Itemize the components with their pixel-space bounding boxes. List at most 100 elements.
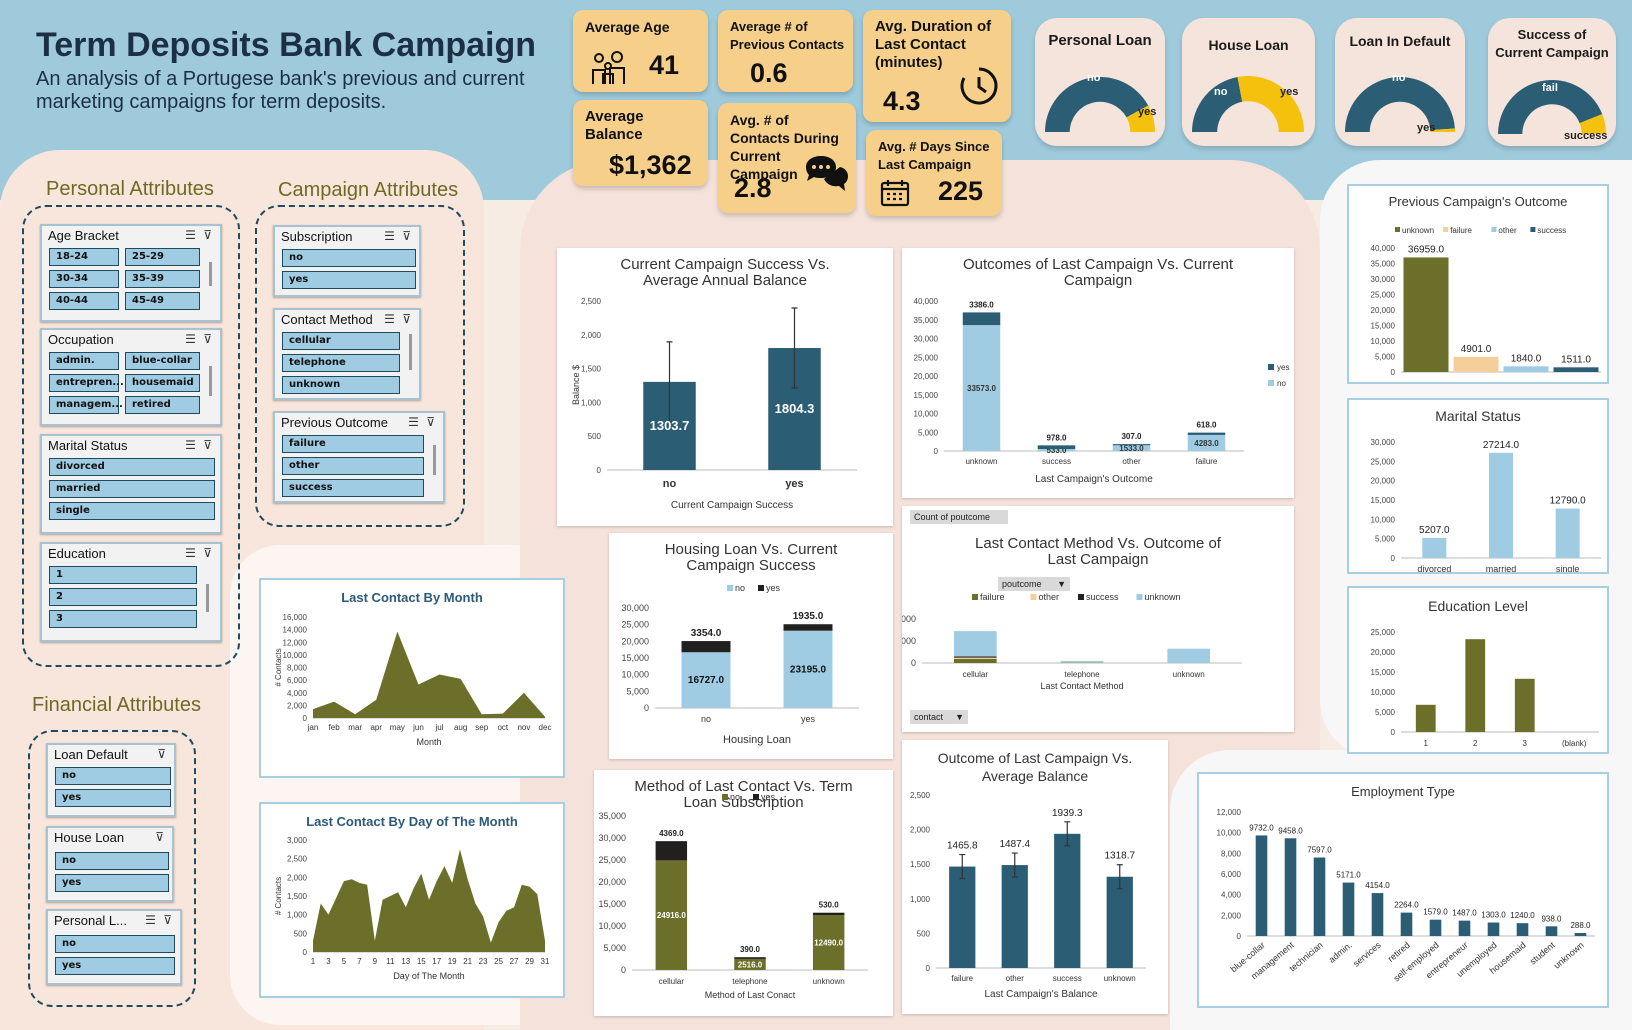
slicer-item[interactable]: housemaid [125, 374, 200, 392]
multiselect-clear-filter-icon[interactable]: ☰ ⊽ [145, 913, 174, 927]
x-tick-label: 25 [494, 957, 503, 966]
category-label: unknown [813, 977, 845, 986]
slicer-item[interactable]: cellular [282, 332, 400, 350]
personal-slicer-group [22, 205, 240, 667]
slicer-item[interactable]: failure [282, 435, 424, 453]
y-tick-label: 20,000 [598, 877, 626, 887]
data-label: 4283.0 [1194, 439, 1219, 448]
chart-title: Outcomes of Last Campaign Vs. Current Ca… [962, 256, 1234, 289]
legend-label: unknown [1145, 592, 1181, 602]
slicer-title: House Loan [54, 830, 125, 845]
multiselect-clear-filter-icon[interactable]: ☰ ⊽ [185, 228, 214, 242]
y-tick-label: 25,000 [621, 620, 649, 630]
slicer-item[interactable]: other [282, 457, 424, 475]
data-label: 24916.0 [657, 911, 686, 920]
legend-swatch [1078, 594, 1084, 600]
bar-segment [783, 630, 833, 708]
chart-panel-method-subscription: Method of Last Contact Vs. Term Loan Sub… [594, 770, 893, 1016]
slicer-item[interactable]: yes [55, 874, 169, 892]
data-label: 1487.4 [999, 839, 1030, 850]
bar-segment [1037, 449, 1076, 451]
slicer-scrollbar[interactable] [209, 262, 212, 286]
slicer-scrollbar[interactable] [206, 584, 209, 612]
slicer-scrollbar[interactable] [433, 445, 436, 475]
category-label: unknown [1173, 670, 1205, 679]
slicer-item[interactable]: 25-29 [125, 248, 200, 266]
legend-swatch [727, 585, 733, 591]
y-tick-label: 30,000 [621, 603, 649, 613]
data-label: 1303.7 [650, 418, 690, 433]
kpi-label: Avg. # of Contacts During Current Campai… [730, 112, 839, 182]
bar-segment [1187, 432, 1226, 435]
category-label: retired [1386, 940, 1412, 964]
data-label: 4369.0 [659, 829, 684, 838]
gauge-title: Success of Current Campaign [1495, 27, 1609, 60]
x-tick-label: dec [539, 723, 552, 732]
slicer-item[interactable]: no [55, 767, 171, 785]
chart-panel-contact-outcome: Count of poutcome Last Contact Method Vs… [902, 506, 1294, 732]
slicer-item[interactable]: 30-34 [49, 270, 119, 288]
multiselect-clear-filter-icon[interactable]: ☰ ⊽ [185, 546, 214, 560]
slicer-scrollbar[interactable] [409, 334, 412, 370]
slicer-item[interactable]: 3 [49, 610, 197, 628]
slicer-item[interactable]: retired [125, 396, 200, 414]
multiselect-clear-filter-icon[interactable]: ☰ ⊽ [185, 438, 214, 452]
financial-slicer-group [28, 730, 196, 1007]
x-tick-label: 17 [432, 957, 441, 966]
slicer-item[interactable]: no [282, 249, 416, 267]
filter-dropdown-contact[interactable]: contact ▼ [910, 710, 968, 724]
data-label: 33573.0 [967, 384, 996, 393]
filter-icon[interactable]: ⊽ [157, 747, 168, 761]
data-label: 530.0 [819, 901, 840, 910]
x-axis-title: Last Campaign's Outcome [1035, 474, 1153, 485]
slicer-item[interactable]: success [282, 479, 424, 497]
slicer-item[interactable]: yes [55, 957, 175, 975]
data-label: 533.0 [1046, 446, 1067, 455]
slicer-title: Personal L... [54, 913, 127, 928]
slicer-item[interactable]: managem... [49, 396, 123, 414]
slicer-item[interactable]: single [49, 502, 215, 520]
slicer-item[interactable]: admin. [49, 352, 119, 370]
y-tick-label: 2,000 [287, 701, 308, 710]
error-bar [791, 307, 798, 389]
gauge-left-label: fail [1542, 82, 1558, 94]
chart-title: Previous Campaign's Outcome [1388, 194, 1568, 209]
slicer-item[interactable]: 40-44 [49, 292, 119, 310]
multiselect-clear-filter-icon[interactable]: ☰ ⊽ [185, 332, 214, 346]
slicer-scrollbar[interactable] [209, 366, 212, 396]
slicer-item[interactable]: 18-24 [49, 248, 119, 266]
slicer-item[interactable]: telephone [282, 354, 400, 372]
slicer-item[interactable]: no [55, 852, 169, 870]
y-tick-label: 0 [911, 658, 916, 668]
y-tick-label: 1,000 [910, 895, 931, 904]
chart-marital: 0 5,000 10,000 15,000 20,000 25,000 30,000 5207… [1371, 438, 1601, 572]
slicer-item[interactable]: divorced [49, 458, 215, 476]
slicer-item[interactable]: married [49, 480, 215, 498]
y-tick-label: 35,000 [1371, 260, 1396, 269]
x-tick-label: 13 [401, 957, 410, 966]
multiselect-clear-filter-icon[interactable]: ☰ ⊽ [408, 415, 437, 429]
slicer-item[interactable]: unknown [282, 376, 400, 394]
data-label: 3354.0 [691, 628, 722, 639]
pivot-field-button[interactable]: Count of poutcome [910, 510, 1008, 524]
filter-dropdown-poutcome[interactable]: poutcome ▼ [998, 577, 1070, 591]
data-label: 1939.3 [1052, 808, 1083, 819]
slicer-item[interactable]: 1 [49, 566, 197, 584]
slicer-item[interactable]: no [55, 935, 175, 953]
x-tick-label: apr [370, 723, 382, 732]
slicer-item[interactable]: yes [282, 271, 416, 289]
multiselect-clear-filter-icon[interactable]: ☰ ⊽ [384, 312, 413, 326]
data-label: 27214.0 [1483, 440, 1520, 451]
chart-title: Current Campaign Success Vs. Average Ann… [620, 256, 830, 289]
slicer-item[interactable]: entrepren... [49, 374, 124, 392]
multiselect-clear-filter-icon[interactable]: ☰ ⊽ [384, 229, 413, 243]
chart-title: Method of Last Contact Vs. Term Loan Sub… [634, 778, 853, 811]
slicer-item[interactable]: 2 [49, 588, 197, 606]
gauge-left-label: no [1087, 72, 1101, 84]
slicer-item[interactable]: blue-collar [125, 352, 200, 370]
slicer-item[interactable]: 35-39 [125, 270, 200, 288]
data-label: 4154.0 [1365, 881, 1390, 890]
slicer-item[interactable]: 45-49 [125, 292, 200, 310]
slicer-item[interactable]: yes [55, 789, 171, 807]
filter-icon[interactable]: ⊽ [155, 830, 166, 844]
